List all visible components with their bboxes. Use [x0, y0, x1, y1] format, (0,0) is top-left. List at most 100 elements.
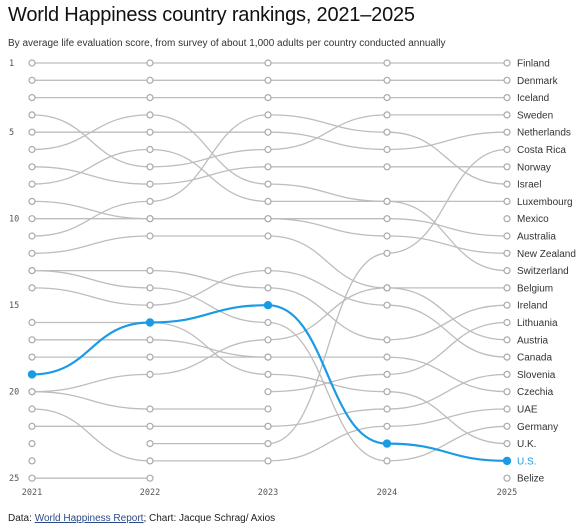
- series-point: [28, 180, 36, 188]
- chart-title: World Happiness country rankings, 2021–2…: [8, 4, 415, 26]
- series-point: [383, 215, 391, 223]
- country-label: Belgium: [517, 283, 553, 294]
- source-prefix: Data:: [8, 513, 35, 524]
- series-point: [146, 301, 154, 309]
- series-point: [383, 249, 391, 257]
- series-point: [383, 336, 391, 344]
- series-point: [503, 145, 511, 154]
- series-point: [383, 145, 391, 154]
- country-label: Canada: [517, 353, 552, 364]
- y-tick-label: 1: [9, 59, 14, 69]
- series-point: [503, 197, 511, 205]
- series-point: [383, 128, 391, 136]
- series-point: [146, 267, 154, 275]
- country-labels: Finland Denmark Iceland Sweden Netherlands Co…: [517, 59, 576, 485]
- series-point: [146, 422, 154, 430]
- series-point: [503, 232, 511, 240]
- y-tick-label: 5: [9, 128, 14, 138]
- series-point: [146, 232, 154, 240]
- series-point: [503, 284, 511, 292]
- y-tick-label: 25: [9, 474, 19, 484]
- series-point: [503, 301, 511, 309]
- source-link[interactable]: World Happiness Report: [34, 513, 144, 524]
- series-point: [28, 215, 36, 223]
- series-point: [28, 128, 36, 136]
- series-point: [146, 93, 154, 102]
- series-point: [503, 440, 511, 448]
- country-label: U.K.: [517, 439, 536, 450]
- series-line: [150, 148, 508, 445]
- series-point: [503, 128, 511, 136]
- us-label: U.S.: [517, 456, 536, 467]
- country-label: Sweden: [517, 110, 553, 121]
- series-point: [28, 284, 36, 292]
- series-line: [31, 200, 508, 254]
- y-tick-label: 10: [9, 215, 19, 225]
- series-point: [383, 111, 391, 119]
- series-line: [31, 235, 508, 341]
- series-point: [146, 111, 154, 119]
- series-points: [27, 59, 512, 482]
- series-point: [146, 145, 154, 154]
- series-point: [146, 128, 154, 136]
- series-point: [383, 457, 391, 465]
- country-label: Norway: [517, 162, 551, 173]
- series-point: [503, 215, 511, 223]
- series-line: [31, 269, 508, 358]
- series-point: [28, 232, 36, 240]
- series-point: [146, 59, 154, 67]
- series-point: [28, 440, 36, 448]
- series-point: [146, 215, 154, 223]
- country-label: UAE: [517, 405, 538, 416]
- country-label: Czechia: [517, 387, 554, 398]
- us-point: [263, 301, 273, 310]
- series-point: [383, 59, 391, 67]
- series-point: [503, 111, 511, 119]
- series-point: [28, 145, 36, 154]
- country-label: Costa Rica: [517, 145, 566, 156]
- x-tick-label: 2022: [140, 488, 160, 498]
- series-point: [383, 93, 391, 102]
- series-point: [264, 353, 272, 361]
- country-label: Luxembourg: [517, 197, 573, 208]
- series-point: [28, 405, 36, 413]
- series-point: [146, 370, 154, 378]
- series-point: [146, 336, 154, 344]
- series-line: [31, 114, 507, 168]
- us-point: [502, 456, 512, 466]
- us-point: [145, 318, 155, 327]
- country-label: Mexico: [517, 214, 549, 225]
- series-point: [383, 163, 391, 171]
- country-label: Denmark: [517, 76, 559, 87]
- series-point: [503, 93, 511, 102]
- series-point: [264, 163, 272, 171]
- x-tick-label: 2021: [22, 488, 42, 498]
- series-point: [264, 405, 272, 413]
- series-point: [503, 76, 511, 84]
- series-point: [264, 336, 272, 344]
- series-point: [264, 128, 272, 136]
- series-point: [383, 301, 391, 309]
- series-point: [383, 76, 391, 84]
- country-label: Austria: [517, 335, 549, 346]
- y-tick-label: 20: [9, 388, 19, 398]
- x-tick-label: 2025: [497, 488, 517, 498]
- series-point: [383, 388, 391, 396]
- series-point: [503, 353, 511, 361]
- series-point: [503, 59, 511, 67]
- y-tick-label: 15: [9, 301, 19, 311]
- series-point: [264, 145, 272, 154]
- country-label: Germany: [517, 422, 558, 433]
- source-note: Data: World Happiness Report; Chart: Jac…: [8, 513, 275, 524]
- series-point: [264, 59, 272, 67]
- series-point: [28, 111, 36, 119]
- series-line: [31, 148, 507, 203]
- us-point: [382, 439, 392, 448]
- country-label: Australia: [517, 232, 556, 243]
- series-point: [28, 93, 36, 102]
- series-point: [503, 370, 511, 378]
- series-point: [383, 370, 391, 378]
- series-point: [28, 76, 36, 84]
- country-label: Netherlands: [517, 128, 571, 139]
- series-point: [383, 422, 391, 430]
